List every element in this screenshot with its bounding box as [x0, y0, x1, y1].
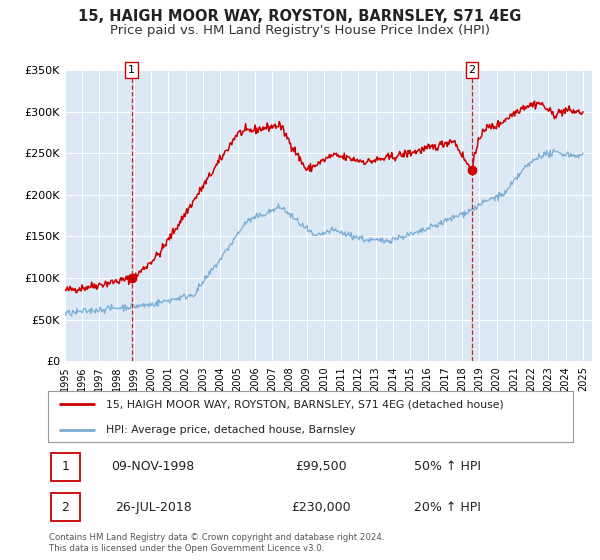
Text: 26-JUL-2018: 26-JUL-2018: [115, 501, 191, 514]
Text: £99,500: £99,500: [295, 460, 347, 473]
Text: 09-NOV-1998: 09-NOV-1998: [112, 460, 194, 473]
Text: 15, HAIGH MOOR WAY, ROYSTON, BARNSLEY, S71 4EG (detached house): 15, HAIGH MOOR WAY, ROYSTON, BARNSLEY, S…: [106, 399, 503, 409]
FancyBboxPatch shape: [50, 493, 79, 521]
Text: 2: 2: [469, 65, 475, 75]
Text: 20% ↑ HPI: 20% ↑ HPI: [413, 501, 481, 514]
Text: Price paid vs. HM Land Registry's House Price Index (HPI): Price paid vs. HM Land Registry's House …: [110, 24, 490, 37]
Text: 50% ↑ HPI: 50% ↑ HPI: [413, 460, 481, 473]
Text: HPI: Average price, detached house, Barnsley: HPI: Average price, detached house, Barn…: [106, 425, 355, 435]
Text: 1: 1: [61, 460, 69, 473]
Text: 1: 1: [128, 65, 135, 75]
Text: 15, HAIGH MOOR WAY, ROYSTON, BARNSLEY, S71 4EG: 15, HAIGH MOOR WAY, ROYSTON, BARNSLEY, S…: [79, 9, 521, 24]
Text: Contains HM Land Registry data © Crown copyright and database right 2024.
This d: Contains HM Land Registry data © Crown c…: [49, 533, 385, 553]
Text: 2: 2: [61, 501, 69, 514]
FancyBboxPatch shape: [50, 452, 79, 481]
Text: £230,000: £230,000: [291, 501, 351, 514]
